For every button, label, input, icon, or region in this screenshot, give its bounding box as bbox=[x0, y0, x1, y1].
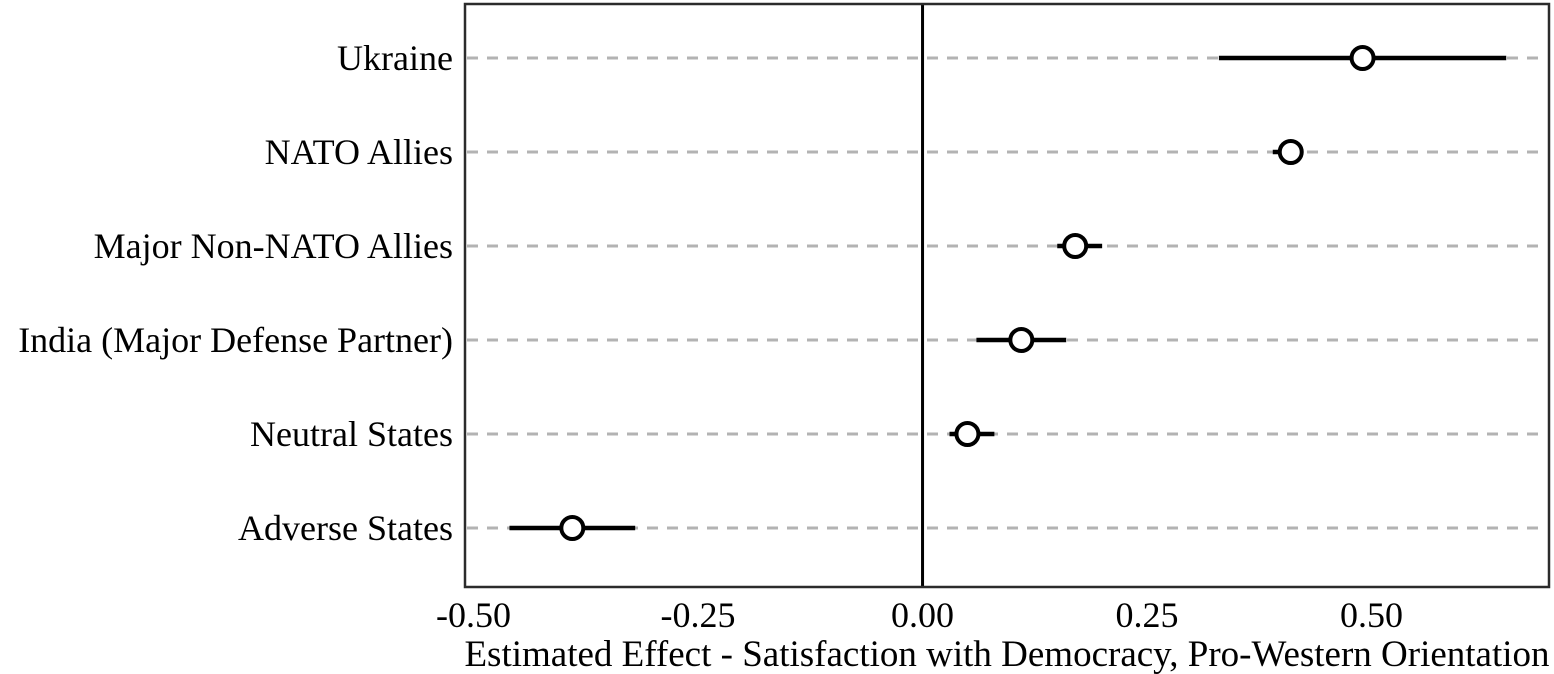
estimate-markers-group bbox=[559, 45, 1376, 541]
x-tick-label: 0.00 bbox=[891, 595, 954, 635]
y-axis-labels-group: Ukraine NATO Allies Major Non-NATO Allies I… bbox=[18, 38, 453, 548]
gridlines-group bbox=[467, 56, 1547, 530]
estimate-marker bbox=[1062, 233, 1089, 259]
confidence-intervals-group bbox=[509, 55, 1507, 531]
y-axis-label: NATO Allies bbox=[265, 132, 453, 172]
y-axis-label: Adverse States bbox=[238, 508, 453, 548]
x-tick-label: -0.50 bbox=[436, 595, 511, 635]
panel-border bbox=[463, 2, 1551, 589]
y-axis-label: India (Major Defense Partner) bbox=[18, 320, 453, 360]
x-tick-label: 0.50 bbox=[1340, 595, 1403, 635]
estimate-marker bbox=[1008, 327, 1035, 353]
x-axis-tick-labels-group: -0.50 -0.25 0.00 0.25 0.50 bbox=[436, 595, 1403, 635]
x-tick-label: 0.25 bbox=[1116, 595, 1179, 635]
y-axis-label: Major Non-NATO Allies bbox=[94, 226, 453, 266]
estimate-marker bbox=[559, 515, 586, 541]
estimate-marker bbox=[954, 421, 981, 447]
y-axis-label: Neutral States bbox=[250, 414, 453, 454]
x-axis-title: Estimated Effect - Satisfaction with Dem… bbox=[464, 634, 1549, 674]
x-tick-label: -0.25 bbox=[661, 595, 736, 635]
y-axis-label: Ukraine bbox=[337, 38, 453, 78]
estimate-marker bbox=[1349, 45, 1376, 71]
estimate-marker bbox=[1277, 139, 1304, 165]
